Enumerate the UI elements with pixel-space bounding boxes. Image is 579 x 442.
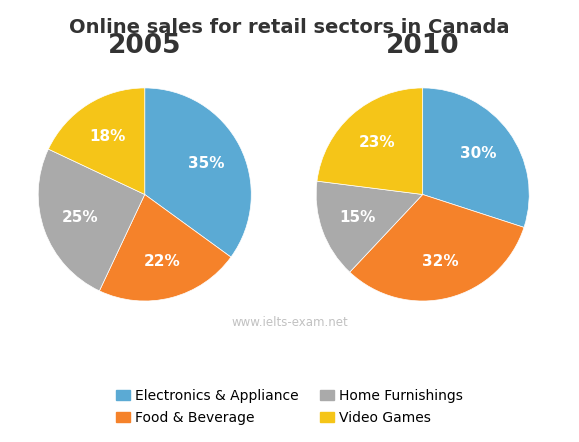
Text: 22%: 22% — [144, 254, 180, 269]
Wedge shape — [49, 88, 145, 194]
Text: 15%: 15% — [339, 210, 376, 225]
Text: 32%: 32% — [422, 254, 458, 269]
Wedge shape — [316, 181, 423, 272]
Text: 25%: 25% — [61, 210, 98, 225]
Wedge shape — [423, 88, 529, 227]
Text: Online sales for retail sectors in Canada: Online sales for retail sectors in Canad… — [69, 18, 510, 37]
Wedge shape — [100, 194, 231, 301]
Legend: Electronics & Appliance, Food & Beverage, Home Furnishings, Video Games: Electronics & Appliance, Food & Beverage… — [111, 383, 468, 431]
Text: 23%: 23% — [358, 135, 395, 150]
Text: 18%: 18% — [90, 129, 126, 144]
Wedge shape — [317, 88, 423, 194]
Text: www.ielts-exam.net: www.ielts-exam.net — [231, 316, 348, 329]
Text: 35%: 35% — [188, 156, 225, 171]
Wedge shape — [350, 194, 524, 301]
Wedge shape — [38, 149, 145, 291]
Title: 2010: 2010 — [386, 33, 460, 59]
Title: 2005: 2005 — [108, 33, 181, 59]
Text: 30%: 30% — [460, 146, 497, 161]
Wedge shape — [145, 88, 251, 257]
